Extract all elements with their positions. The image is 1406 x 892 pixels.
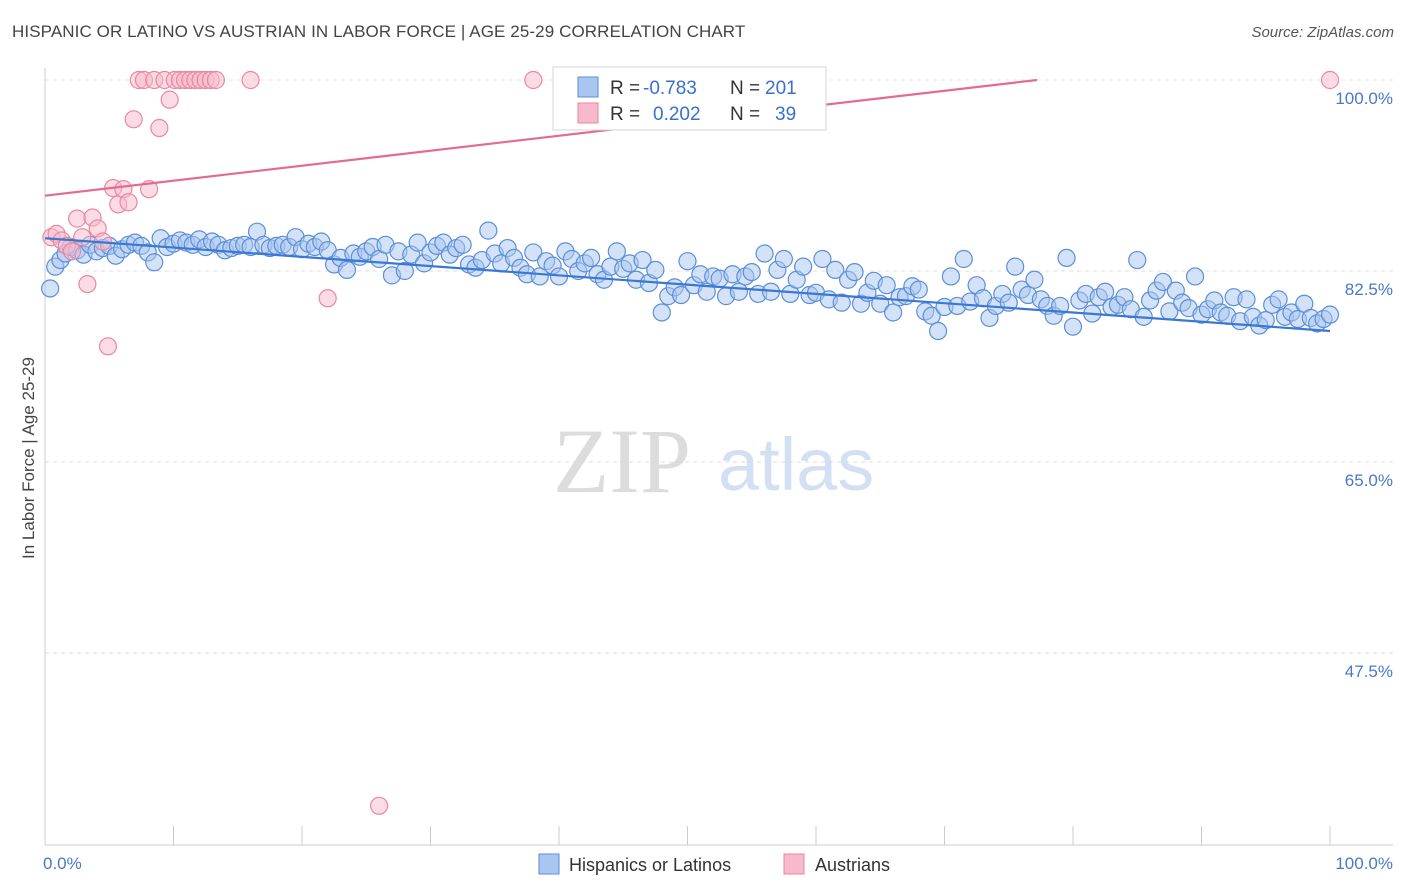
stats-legend-swatch-austrian bbox=[577, 102, 599, 124]
stats-legend-n-value-hispanic: 201 bbox=[765, 78, 797, 99]
hispanic-point-76 bbox=[524, 243, 543, 262]
stats-legend-n-label-austrian: N = bbox=[730, 104, 760, 125]
hispanic-point-154 bbox=[1025, 270, 1044, 289]
hispanic-point-139 bbox=[928, 321, 948, 341]
hispanic-point-170 bbox=[1128, 250, 1147, 270]
hispanic-point-126 bbox=[845, 262, 864, 282]
austrian-point-34 bbox=[318, 289, 337, 308]
x-tick-label-0: 0.0% bbox=[43, 854, 82, 873]
hispanic-point-136 bbox=[909, 280, 928, 299]
watermark-zip: ZIP bbox=[553, 410, 691, 512]
stats-legend-n-value-austrian: 39 bbox=[775, 104, 796, 125]
hispanic-point-138 bbox=[922, 306, 941, 325]
austrian-point-7 bbox=[78, 274, 97, 294]
bottom-legend-swatch-austrian bbox=[783, 853, 805, 875]
bottom-legend-label-austrian: Austrians bbox=[815, 855, 890, 875]
tick-labels: 100.0% 82.5% 65.0% 47.5% 0.0% 100.0% bbox=[43, 89, 1393, 873]
hispanic-point-190 bbox=[1256, 311, 1275, 330]
hispanic-point-115 bbox=[774, 249, 793, 269]
hispanic-point-47 bbox=[337, 260, 357, 280]
trend-lines bbox=[44, 78, 1331, 333]
hispanic-point-141 bbox=[941, 267, 961, 286]
hispanic-point-85 bbox=[582, 248, 601, 268]
stats-legend: R = -0.783 N = 201 R = 0.202 N = 39 bbox=[552, 66, 827, 131]
stats-legend-r-value-hispanic: -0.783 bbox=[643, 78, 697, 99]
stats-legend-swatch-hispanic bbox=[577, 76, 599, 98]
hispanic-point-99 bbox=[671, 285, 691, 305]
hispanic-point-121 bbox=[813, 249, 832, 269]
stats-legend-r-label-hispanic: R = bbox=[610, 78, 640, 99]
axes bbox=[44, 68, 1393, 846]
hispanic-point-108 bbox=[729, 282, 749, 301]
hispanic-point-65 bbox=[453, 235, 472, 254]
hispanic-point-118 bbox=[794, 257, 813, 276]
hispanic-point-58 bbox=[408, 233, 427, 252]
hispanic-point-165 bbox=[1096, 282, 1115, 301]
y-axis-label: In Labor Force | Age 25-29 bbox=[19, 357, 38, 559]
austrian-point-4 bbox=[62, 242, 82, 261]
hispanic-point-179 bbox=[1185, 267, 1205, 286]
austrian-point-11 bbox=[98, 337, 118, 356]
hispanic-point-69 bbox=[479, 221, 498, 240]
hispanic-point-187 bbox=[1237, 290, 1256, 309]
chart-title: HISPANIC OR LATINO VS AUSTRIAN IN LABOR … bbox=[12, 22, 746, 41]
austrian-point-32 bbox=[206, 70, 226, 90]
y-tick-label-2: 65.0% bbox=[1345, 471, 1393, 490]
austrian-point-33 bbox=[241, 70, 260, 90]
hispanic-point-95 bbox=[646, 260, 665, 280]
hispanic-point-143 bbox=[954, 249, 973, 269]
bottom-legend-swatch-hispanic bbox=[538, 853, 560, 875]
hispanic-point-112 bbox=[755, 244, 774, 263]
austrian-point-21 bbox=[150, 118, 169, 138]
hispanic-point-17 bbox=[145, 253, 164, 272]
hispanic-point-93 bbox=[633, 250, 652, 270]
hispanic-point-96 bbox=[652, 303, 671, 322]
hispanic-point-151 bbox=[1006, 257, 1025, 276]
y-tick-label-0: 100.0% bbox=[1335, 89, 1393, 108]
austrian-point-23 bbox=[160, 90, 179, 109]
hispanic-trend-line bbox=[44, 237, 1331, 333]
hispanic-point-131 bbox=[877, 276, 896, 295]
austrian-trend-line bbox=[44, 78, 1038, 197]
hispanic-point-100 bbox=[678, 252, 697, 271]
hispanic-point-192 bbox=[1269, 290, 1288, 309]
x-tick-label-1: 100.0% bbox=[1335, 854, 1393, 873]
hispanic-point-124 bbox=[832, 293, 851, 312]
chart-source: Source: ZipAtlas.com bbox=[1251, 24, 1394, 41]
austrian-point-6 bbox=[73, 228, 92, 247]
hispanic-point-110 bbox=[742, 262, 761, 282]
hispanic-point-123 bbox=[826, 260, 845, 280]
y-tick-label-3: 47.5% bbox=[1345, 662, 1393, 681]
stats-legend-r-label-austrian: R = bbox=[610, 104, 640, 125]
hispanic-point-0 bbox=[41, 279, 60, 298]
hispanic-point-56 bbox=[395, 261, 414, 281]
hispanic-point-132 bbox=[883, 303, 903, 322]
gridlines bbox=[45, 79, 1393, 654]
hispanic-point-159 bbox=[1057, 248, 1076, 268]
hispanic-point-174 bbox=[1153, 272, 1173, 292]
hispanic-point-103 bbox=[697, 282, 716, 301]
austrian-point-5 bbox=[68, 209, 87, 228]
bottom-legend-label-hispanic: Hispanics or Latinos bbox=[569, 855, 731, 875]
bottom-legend: Hispanics or Latinos Austrians bbox=[538, 853, 890, 875]
y-tick-label-1: 82.5% bbox=[1345, 280, 1393, 299]
watermark-atlas: atlas bbox=[718, 423, 874, 506]
hispanic-point-77 bbox=[530, 267, 549, 286]
austrian-point-16 bbox=[124, 110, 143, 129]
hispanic-point-200 bbox=[1320, 305, 1340, 324]
hispanic-point-89 bbox=[607, 242, 626, 261]
austrian-point-15 bbox=[119, 193, 138, 212]
watermark: ZIP atlas bbox=[553, 410, 874, 512]
hispanic-point-160 bbox=[1063, 317, 1083, 336]
stats-legend-r-value-austrian: 0.202 bbox=[653, 104, 701, 125]
austrian-point-38 bbox=[1320, 70, 1340, 90]
austrian-point-36 bbox=[524, 70, 543, 90]
stats-legend-n-label-hispanic: N = bbox=[730, 78, 760, 99]
data-points bbox=[41, 70, 1340, 815]
austrian-point-35 bbox=[370, 796, 389, 815]
